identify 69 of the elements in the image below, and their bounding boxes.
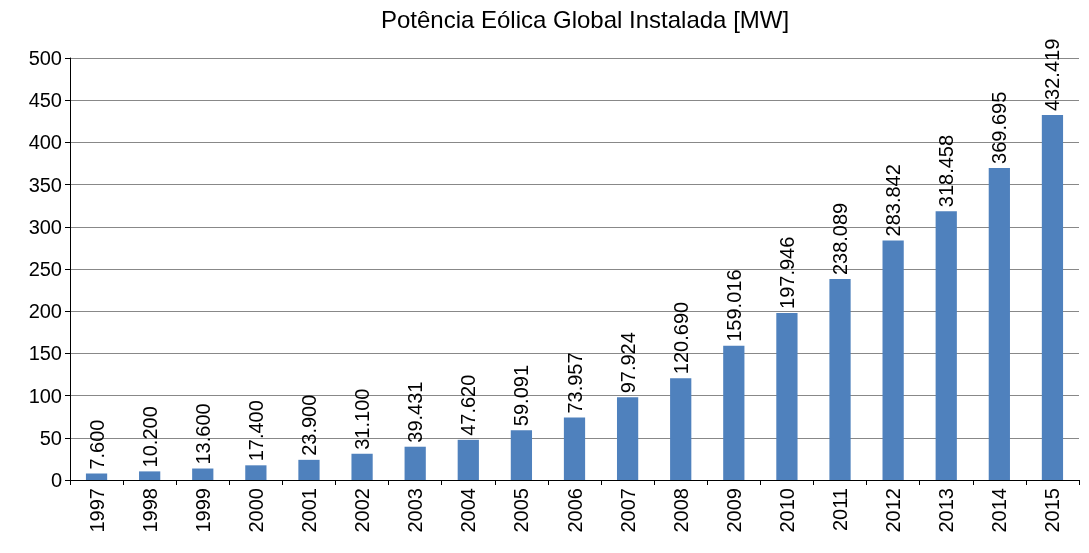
data-label: 31.100 xyxy=(351,388,374,450)
x-tick-label: 2000 xyxy=(244,488,267,533)
bar xyxy=(563,417,586,480)
bar xyxy=(616,397,639,480)
x-tick-label: 2015 xyxy=(1041,488,1064,533)
bar xyxy=(723,345,745,480)
x-tick-label: 2005 xyxy=(510,488,533,533)
x-tick-label: 1998 xyxy=(138,488,161,533)
bar xyxy=(776,312,798,480)
x-tick-label: 2012 xyxy=(882,488,905,533)
y-tick-label: 500 xyxy=(28,47,62,69)
x-tick-label: 2007 xyxy=(616,488,639,533)
data-label: 369.695 xyxy=(988,91,1011,164)
y-tick-label: 0 xyxy=(50,469,62,491)
bar xyxy=(245,465,267,480)
x-tick-label: 2001 xyxy=(297,488,320,533)
data-label: 283.842 xyxy=(882,164,905,237)
bar xyxy=(510,430,533,480)
bar xyxy=(1041,115,1064,480)
x-tick-label: 2006 xyxy=(563,488,586,533)
data-label: 23.900 xyxy=(297,394,320,456)
bar xyxy=(670,378,692,480)
data-label: 10.200 xyxy=(138,406,161,468)
x-tick-label: 2009 xyxy=(722,488,745,533)
data-label: 159.016 xyxy=(722,269,745,342)
x-tick-label: 2013 xyxy=(935,488,958,533)
data-label: 318.458 xyxy=(935,134,958,208)
data-label: 238.089 xyxy=(829,202,852,276)
bar xyxy=(829,279,851,480)
x-tick-label: 2008 xyxy=(669,488,692,533)
x-tick-label: 2010 xyxy=(775,488,798,533)
y-tick-label: 300 xyxy=(28,215,62,238)
data-label: 73.957 xyxy=(563,352,586,414)
bar xyxy=(457,439,479,480)
bar xyxy=(298,459,320,480)
x-tick-label: 2004 xyxy=(457,488,480,533)
x-tick-label: 1997 xyxy=(85,488,108,533)
y-tick-label: 200 xyxy=(28,300,62,323)
data-label: 197.946 xyxy=(775,236,798,309)
bar xyxy=(351,453,373,480)
y-tick-label: 350 xyxy=(28,173,62,196)
bar xyxy=(935,211,957,480)
y-tick-label: 450 xyxy=(28,89,62,112)
y-tick-label: 100 xyxy=(28,384,62,407)
data-label: 13.600 xyxy=(191,403,214,465)
data-label: 47.620 xyxy=(457,374,480,436)
y-tick-label: 150 xyxy=(28,342,62,365)
data-label: 120.690 xyxy=(669,301,692,375)
data-label: 97.924 xyxy=(616,332,639,394)
chart-title: Potência Eólica Global Instalada [MW] xyxy=(380,5,790,33)
x-tick-label: 2014 xyxy=(988,488,1011,533)
bar xyxy=(139,471,161,480)
x-tick-label: 2003 xyxy=(404,488,427,533)
x-tick-label: 1999 xyxy=(191,488,214,533)
data-label: 432.419 xyxy=(1041,38,1064,112)
x-tick-label: 2011 xyxy=(829,488,852,532)
bar xyxy=(85,473,108,480)
bar xyxy=(404,446,426,480)
bar xyxy=(882,240,904,480)
y-tick-label: 250 xyxy=(28,258,62,280)
data-label: 7.600 xyxy=(85,419,108,470)
y-tick-label: 50 xyxy=(39,426,62,449)
data-label: 39.431 xyxy=(404,381,427,443)
bar xyxy=(988,167,1010,480)
bar xyxy=(192,468,214,480)
x-tick-label: 2002 xyxy=(351,488,374,533)
data-label: 59.091 xyxy=(510,364,533,427)
data-label: 17.400 xyxy=(244,400,267,462)
y-tick-label: 400 xyxy=(28,131,62,154)
